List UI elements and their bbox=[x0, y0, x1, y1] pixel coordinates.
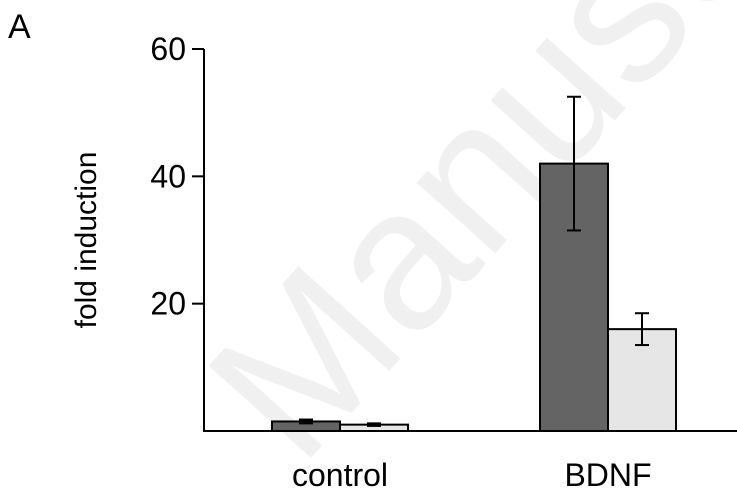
y-tick-label-60: 60 bbox=[150, 31, 186, 67]
y-tick-label-20: 20 bbox=[150, 286, 186, 322]
panel-label: A bbox=[8, 8, 31, 46]
x-category-label-control: control bbox=[292, 457, 388, 493]
y-axis-label: fold induction bbox=[70, 152, 103, 329]
x-category-label-BDNF: BDNF bbox=[564, 457, 651, 493]
y-tick-label-40: 40 bbox=[150, 158, 186, 194]
